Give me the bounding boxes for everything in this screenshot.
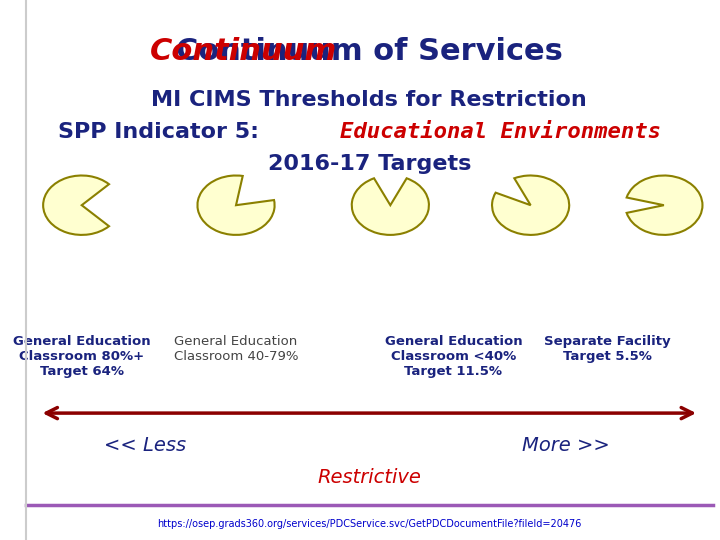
Text: Educational Environments: Educational Environments xyxy=(340,122,661,143)
Text: More >>: More >> xyxy=(522,436,610,455)
Wedge shape xyxy=(197,176,274,235)
Wedge shape xyxy=(626,176,703,235)
Text: SPP Indicator 5:: SPP Indicator 5: xyxy=(58,122,267,143)
Text: Continuum: Continuum xyxy=(150,37,338,66)
Text: MI CIMS Thresholds for Restriction: MI CIMS Thresholds for Restriction xyxy=(151,90,588,110)
Text: << Less: << Less xyxy=(104,436,186,455)
Wedge shape xyxy=(352,178,429,235)
Text: General Education
Classroom <40%
Target 11.5%: General Education Classroom <40% Target … xyxy=(384,335,522,378)
Text: Restrictive: Restrictive xyxy=(318,468,421,488)
Wedge shape xyxy=(492,176,570,235)
Text: https://osep.grads360.org/services/PDCService.svc/GetPDCDocumentFile?fileId=2047: https://osep.grads360.org/services/PDCSe… xyxy=(157,519,582,529)
Text: Continuum of Services: Continuum of Services xyxy=(176,37,563,66)
Text: 2016-17 Targets: 2016-17 Targets xyxy=(268,153,471,174)
Text: Separate Facility
Target 5.5%: Separate Facility Target 5.5% xyxy=(544,335,671,363)
Text: General Education
Classroom 40-79%: General Education Classroom 40-79% xyxy=(174,335,298,363)
Wedge shape xyxy=(43,176,109,235)
Text: General Education
Classroom 80%+
Target 64%: General Education Classroom 80%+ Target … xyxy=(13,335,150,378)
